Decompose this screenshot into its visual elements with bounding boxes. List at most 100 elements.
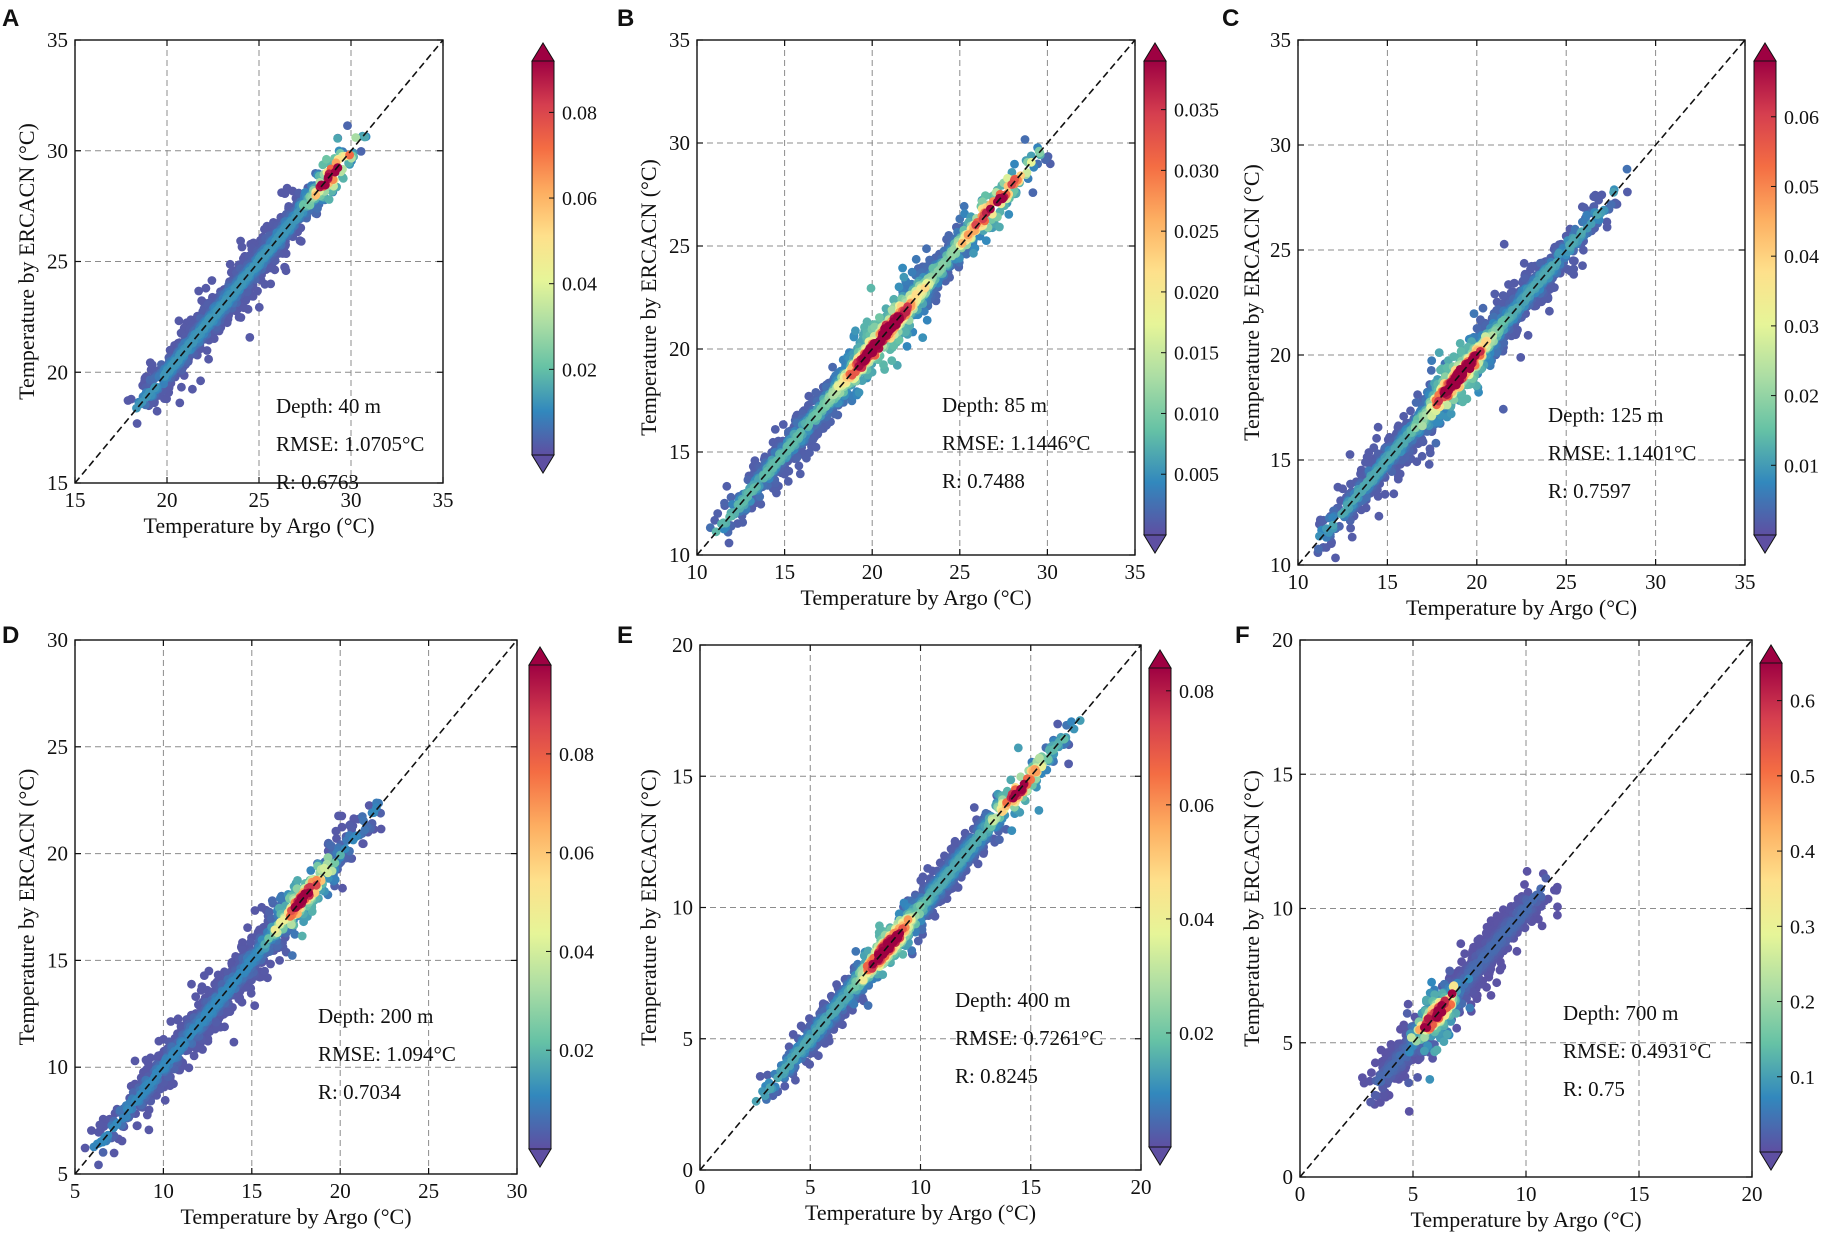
scatter-point bbox=[237, 242, 247, 252]
y-tick-label: 20 bbox=[1270, 343, 1291, 367]
scatter-point bbox=[898, 263, 907, 273]
scatter-point bbox=[899, 272, 909, 282]
scatter-point bbox=[345, 150, 354, 160]
scatter-point bbox=[201, 283, 211, 293]
colorbar-tick-label: 0.03 bbox=[1784, 316, 1819, 338]
scatter-point bbox=[196, 376, 206, 386]
scatter-point bbox=[1499, 239, 1509, 249]
scatter-point bbox=[911, 254, 921, 264]
scatter-point bbox=[343, 121, 352, 130]
scatter-point bbox=[884, 327, 893, 337]
x-tick-label: 35 bbox=[1735, 570, 1756, 594]
scatter-point bbox=[770, 425, 780, 434]
y-tick-label: 25 bbox=[1270, 238, 1291, 262]
scatter-point bbox=[1478, 303, 1488, 313]
scatter-point bbox=[1498, 404, 1508, 414]
scatter-point bbox=[242, 287, 252, 297]
colorbar-tick-label: 0.06 bbox=[562, 188, 597, 210]
identity-line bbox=[1297, 39, 1746, 566]
scatter-point bbox=[266, 263, 276, 272]
scatter-point bbox=[94, 1160, 103, 1170]
scatter-point bbox=[1004, 210, 1014, 219]
stat-annotation: Depth: 85 m bbox=[942, 393, 1047, 417]
scatter-point bbox=[126, 394, 136, 404]
scatter-point bbox=[1424, 460, 1434, 469]
scatter-point bbox=[290, 930, 300, 939]
x-tick-label: 35 bbox=[1125, 560, 1146, 584]
scatter-point bbox=[1427, 356, 1437, 365]
colorbar-min-arrow bbox=[1753, 534, 1777, 554]
scatter-point bbox=[266, 279, 276, 289]
x-tick-label: 15 bbox=[65, 488, 86, 512]
stat-annotation: RMSE: 1.0705°C bbox=[276, 432, 424, 456]
scatter-point bbox=[359, 816, 368, 826]
x-tick-label: 25 bbox=[1556, 570, 1577, 594]
scatter-point bbox=[358, 839, 368, 849]
scatter-point bbox=[144, 1125, 154, 1135]
scatter-point bbox=[260, 224, 269, 234]
scatter-point bbox=[334, 811, 343, 821]
colorbar-tick-label: 0.04 bbox=[1784, 246, 1819, 268]
colorbar-tick-label: 0.010 bbox=[1174, 403, 1219, 425]
scatter-point bbox=[376, 824, 386, 834]
scatter-point bbox=[322, 154, 331, 164]
scatter-point bbox=[1346, 523, 1355, 533]
stat-annotation: R: 0.6763 bbox=[276, 470, 359, 494]
scatter-point bbox=[1582, 210, 1592, 220]
scatter-point bbox=[234, 312, 244, 322]
scatter-point bbox=[95, 1120, 105, 1130]
scatter-point bbox=[1395, 469, 1405, 479]
scatter-point bbox=[1498, 291, 1508, 300]
x-axis-label: Temperature by Argo (°C) bbox=[1406, 595, 1637, 620]
scatter-point bbox=[1504, 280, 1513, 289]
scatter-point bbox=[298, 200, 308, 210]
scatter-point bbox=[160, 1095, 170, 1105]
y-tick-label: 15 bbox=[669, 440, 690, 464]
scatter-point bbox=[295, 236, 305, 246]
scatter-point bbox=[1527, 261, 1536, 271]
scatter-point bbox=[324, 195, 334, 204]
colorbar-tick-label: 0.01 bbox=[1784, 455, 1819, 477]
stat-annotation: R: 0.7597 bbox=[1548, 479, 1631, 503]
colorbar: 0.010.020.030.040.050.06 bbox=[1753, 42, 1819, 554]
scatter-point bbox=[713, 509, 723, 518]
y-axis-label: Temperature by ERCACN (°C) bbox=[14, 123, 39, 400]
colorbar-min-arrow bbox=[1143, 534, 1167, 554]
colorbar: 0.020.040.060.08 bbox=[531, 42, 597, 474]
scatter-point bbox=[1566, 266, 1576, 276]
y-tick-label: 30 bbox=[1270, 133, 1291, 157]
x-tick-label: 30 bbox=[341, 488, 362, 512]
scatter-point bbox=[738, 518, 748, 527]
y-tick-label: 35 bbox=[1270, 28, 1291, 52]
scatter-point bbox=[281, 249, 291, 258]
scatter-point bbox=[1434, 348, 1444, 357]
colorbar-tick-label: 0.05 bbox=[1784, 176, 1819, 198]
scatter-point bbox=[194, 286, 204, 296]
scatter-point bbox=[1418, 421, 1427, 431]
scatter-point bbox=[811, 442, 821, 452]
y-axis-label: Temperature by ERCACN (°C) bbox=[636, 159, 661, 436]
stat-annotation: RMSE: 1.1401°C bbox=[1548, 441, 1696, 465]
scatter-point bbox=[1314, 544, 1323, 554]
scatter-point bbox=[132, 1121, 142, 1131]
y-tick-label: 15 bbox=[47, 471, 68, 495]
scatter-point bbox=[794, 461, 804, 471]
colorbar-gradient bbox=[1143, 60, 1167, 536]
colorbar-gradient bbox=[1753, 60, 1777, 536]
scatter-point bbox=[177, 382, 186, 392]
scatter-point bbox=[311, 190, 321, 200]
scatter-point bbox=[1545, 306, 1554, 316]
y-tick-label: 10 bbox=[1270, 553, 1291, 577]
scatter-point bbox=[351, 133, 361, 142]
scatter-point bbox=[1602, 217, 1612, 227]
scatter-point bbox=[356, 147, 366, 156]
y-axis-label: Temperature by ERCACN (°C) bbox=[1239, 164, 1264, 441]
panel-letter: B bbox=[617, 5, 634, 32]
scatter-point bbox=[1373, 422, 1383, 432]
scatter-point bbox=[1380, 489, 1390, 499]
scatter-point bbox=[1346, 479, 1355, 489]
scatter-point bbox=[922, 244, 931, 254]
